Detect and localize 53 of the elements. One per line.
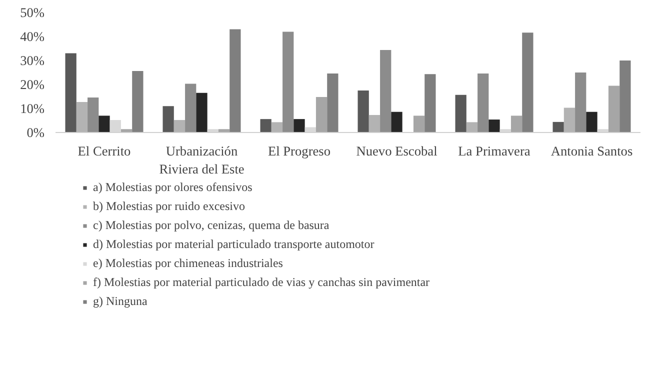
bar (552, 122, 564, 132)
y-tick-label: 30% (20, 53, 45, 68)
legend-label: b) Molestias por ruido excesivo (93, 199, 245, 214)
x-tick-label: El Cerrito (78, 144, 132, 158)
x-tick-label: La Primavera (458, 144, 530, 158)
bar (455, 94, 466, 132)
y-tick-label: 10% (20, 101, 45, 116)
bar (586, 112, 598, 132)
bar (608, 86, 620, 132)
bar (98, 116, 110, 132)
bar (271, 122, 283, 132)
y-tick-label: 20% (20, 77, 45, 92)
bar (424, 74, 436, 132)
bar (132, 71, 144, 132)
legend-label: f) Molestias por material particulado de vias y canchas sin pavimentar (93, 275, 430, 290)
bar (575, 72, 586, 132)
bar (391, 112, 402, 132)
bar (76, 102, 88, 132)
x-tick-label: Urbanización Riviera del Este (159, 144, 244, 176)
bar (620, 60, 631, 132)
bar (294, 119, 305, 132)
bar (368, 114, 380, 132)
bar (316, 96, 328, 132)
bar (466, 122, 478, 132)
y-tick-label: 40% (20, 29, 45, 44)
bar (260, 119, 272, 132)
bar (380, 50, 392, 132)
bar (564, 108, 576, 132)
legend-label: d) Molestias por material particulado transporte automotor (93, 237, 374, 252)
x-tick-label: Nuevo Escobal (356, 144, 438, 158)
legend-label: e) Molestias por chimeneas industriales (93, 256, 283, 271)
bar (522, 32, 534, 132)
bar (510, 116, 522, 132)
bar (488, 120, 500, 132)
legend-label: a) Molestias por olores ofensivos (93, 180, 252, 195)
bar (196, 92, 208, 132)
bar (230, 29, 241, 132)
bar (65, 53, 76, 132)
bar (185, 84, 196, 132)
bar (413, 116, 425, 132)
x-tick-label: El Progreso (268, 144, 331, 158)
bar (478, 73, 489, 132)
x-tick-label: Antonia Santos (550, 144, 633, 158)
bar (358, 90, 369, 132)
bar (327, 73, 338, 132)
y-tick-label: 50% (20, 5, 45, 20)
bar (162, 106, 174, 132)
legend-label: g) Ninguna (93, 294, 148, 309)
legend-label: c) Molestias por polvo, cenizas, quema de basura (93, 218, 330, 233)
bar (174, 120, 186, 132)
bar (88, 97, 99, 132)
bar (282, 32, 294, 132)
y-tick-label: 0% (26, 125, 45, 140)
